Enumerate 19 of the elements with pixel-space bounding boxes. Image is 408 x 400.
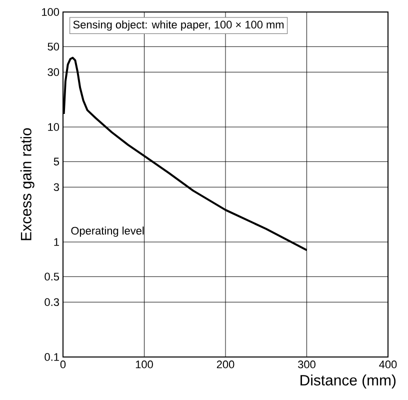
x-axis-title: Distance (mm) [300, 374, 396, 388]
x-tick-label: 400 [379, 360, 397, 368]
x-tick-label: 200 [216, 360, 234, 368]
x-tick-label: 300 [298, 360, 316, 368]
y-tick-label: 50 [48, 42, 60, 50]
x-tick-label: 100 [136, 360, 153, 368]
y-tick-label: 0.3 [44, 298, 59, 306]
y-tick-label: 10 [48, 123, 60, 131]
y-tick-label: 5 [54, 158, 60, 166]
y-tick-label: 0.5 [44, 272, 60, 280]
y-tick-label: 100 [42, 8, 60, 16]
y-tick-label: 0.1 [44, 353, 59, 361]
x-tick-label: 0 [60, 360, 66, 368]
y-tick-label: 1 [54, 238, 59, 246]
annotation: Operating level [71, 226, 144, 237]
annotation: Sensing object: white paper, 100 × 100 mm [73, 20, 284, 31]
y-axis-title: Excess gain ratio [20, 128, 34, 240]
y-tick-label: 3 [54, 183, 59, 192]
y-tick-label: 30 [48, 68, 60, 76]
